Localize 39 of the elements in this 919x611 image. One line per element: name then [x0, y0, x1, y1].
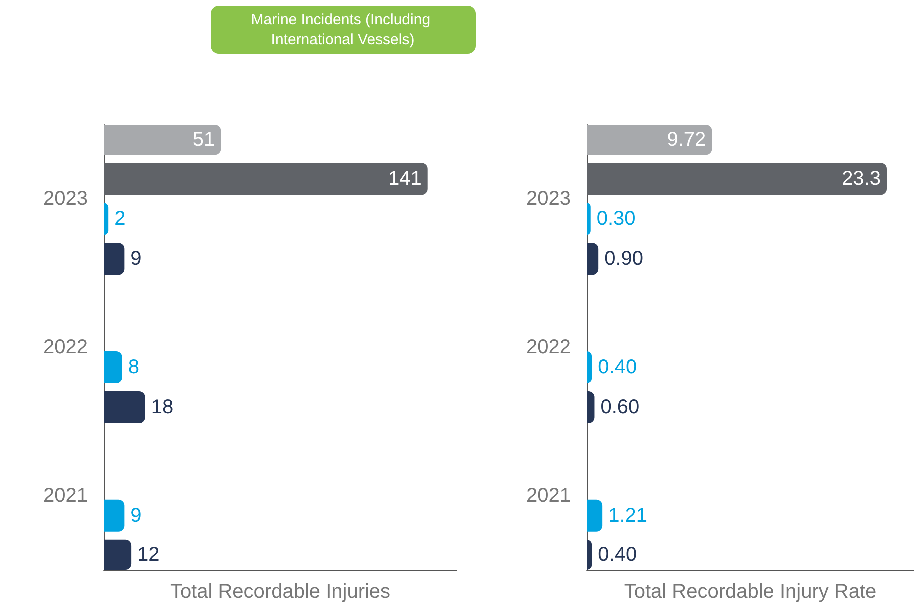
bar [104, 203, 109, 236]
bar [104, 243, 125, 276]
bar [587, 243, 599, 276]
data-label: 9 [130, 504, 142, 527]
bar [587, 203, 591, 236]
data-label: 141 [388, 168, 422, 190]
y-tick-label: 2021 [526, 484, 571, 507]
text: Marine Incidents (Including International Vessels) [251, 12, 435, 48]
data-label: 2 [114, 208, 126, 230]
bar [104, 392, 146, 424]
bar [587, 500, 603, 532]
x-axis-title: Total Recordable Injuries [170, 581, 391, 603]
y-tick-label: 2022 [44, 336, 88, 358]
data-label: 9.72 [667, 129, 706, 152]
data-label: 51 [192, 129, 216, 152]
data-label: 1.21 [608, 504, 648, 527]
data-label: 18 [151, 396, 174, 418]
data-label: 0.90 [604, 248, 644, 270]
bar [587, 163, 887, 196]
bar [104, 125, 222, 156]
data-label: 23.3 [842, 168, 881, 190]
x-axis-title: Total Recordable Injury Rate [624, 581, 877, 603]
y-tick-label: 2023 [526, 188, 571, 210]
data-label: 8 [128, 356, 140, 378]
bar [104, 163, 428, 196]
data-label: 0.40 [598, 544, 638, 566]
bar [587, 125, 712, 156]
data-label: 0.60 [600, 396, 640, 418]
y-tick-label: 2023 [44, 188, 88, 210]
bar [104, 352, 122, 384]
data-label: 0.30 [596, 208, 636, 230]
bar [104, 500, 125, 532]
data-label: 12 [138, 544, 160, 566]
data-label: 0.40 [598, 356, 638, 378]
data-label: 9 [130, 248, 142, 270]
bar [587, 392, 595, 424]
y-tick-label: 2021 [44, 484, 88, 507]
y-tick-label: 2022 [526, 336, 571, 358]
bar [104, 540, 132, 570]
